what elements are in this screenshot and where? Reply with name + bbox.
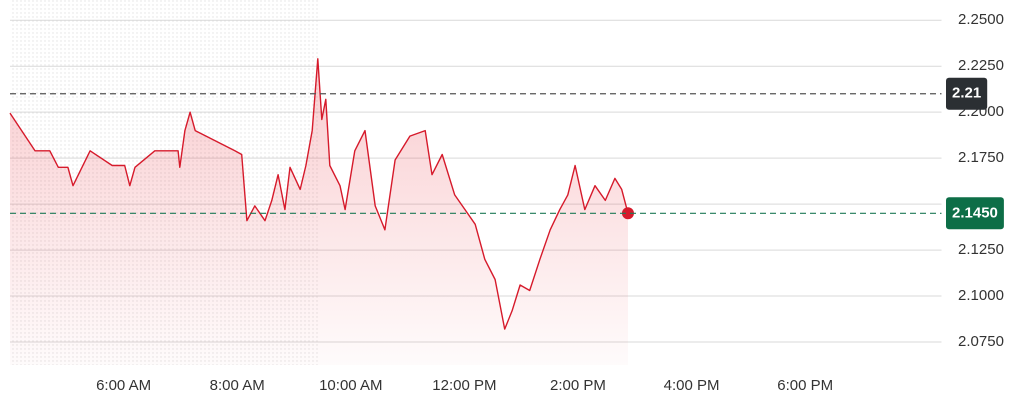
x-tick-label: 6:00 AM [96,377,151,394]
x-tick-label: 10:00 AM [319,377,382,394]
x-tick-label: 12:00 PM [432,377,496,394]
x-tick-label: 6:00 PM [777,377,833,394]
last-price-dot [621,207,634,220]
reference-label-box [946,77,988,110]
x-tick-label: 4:00 PM [664,377,720,394]
y-tick-label: 2.1250 [958,241,1004,258]
price-area [10,58,628,366]
reference-label: 2.1450 [946,197,1004,230]
y-tick-label: 2.1000 [958,287,1004,304]
y-tick-label: 2.0750 [958,333,1004,350]
y-tick-label: 2.1750 [958,149,1004,166]
price-line [9,58,629,330]
reference-label-text: 2.1450 [952,204,998,221]
reference-label-text: 2.21 [952,85,981,102]
reference-label-box [946,197,1004,230]
x-tick-label: 2:00 PM [550,377,606,394]
reference-label: 2.21 [946,77,988,110]
y-tick-label: 2.2500 [958,11,1004,28]
x-tick-label: 8:00 AM [210,377,265,394]
y-tick-label: 2.2250 [958,57,1004,74]
